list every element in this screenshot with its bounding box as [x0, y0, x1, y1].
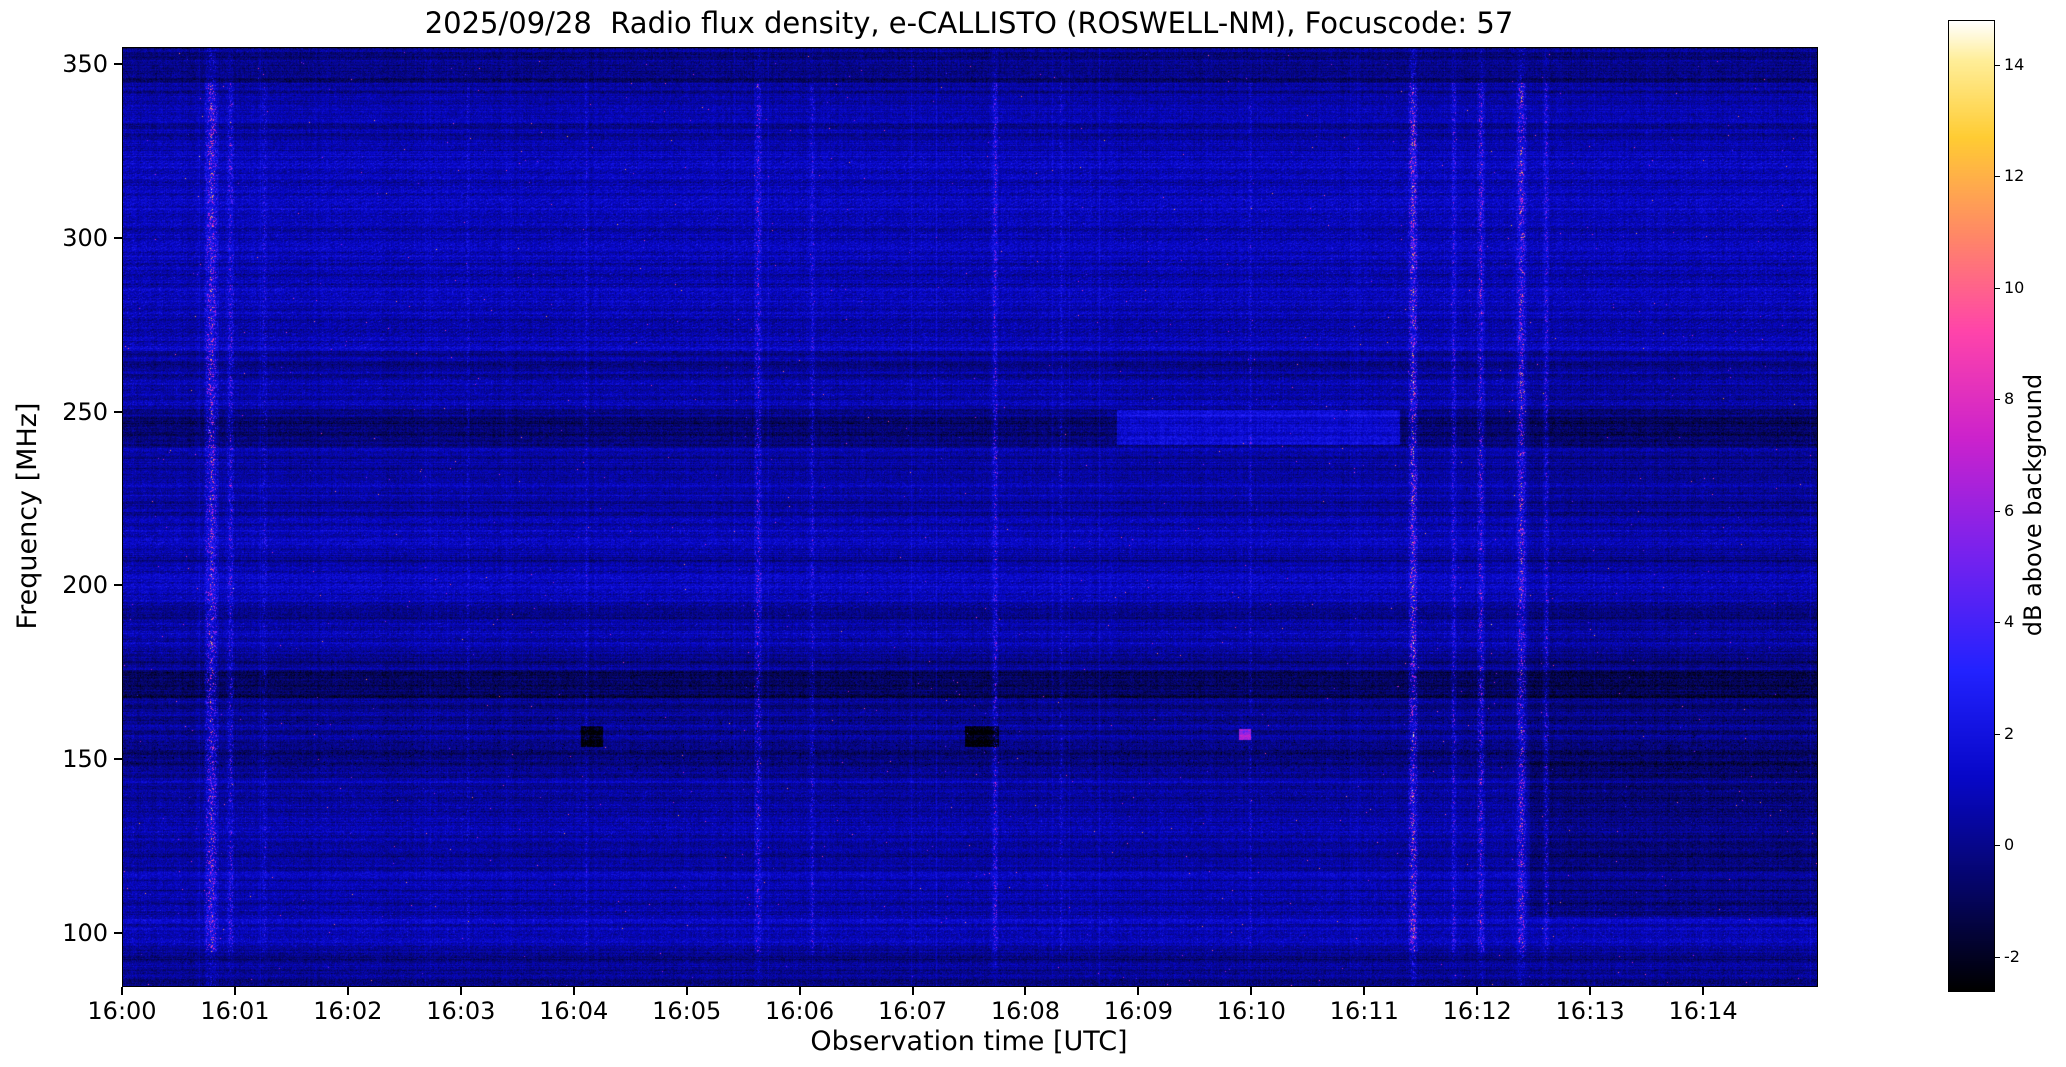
colorbar-tick-mark	[1994, 64, 2000, 66]
y-tick-mark	[114, 931, 122, 934]
x-tick-label: 16:07	[877, 997, 948, 1025]
colorbar-canvas	[1949, 21, 1994, 991]
x-tick-mark	[346, 987, 349, 995]
x-tick-mark	[1024, 987, 1027, 995]
x-tick-mark	[1702, 987, 1705, 995]
x-tick-mark	[1363, 987, 1366, 995]
y-tick-label: 250	[62, 397, 108, 426]
x-tick-label: 16:13	[1555, 997, 1625, 1025]
x-tick-label: 16:02	[313, 997, 383, 1025]
x-tick-label: 16:04	[539, 997, 609, 1025]
colorbar-tick-mark	[1994, 845, 2000, 847]
colorbar-tick-mark	[1994, 399, 2000, 401]
colorbar-tick-label: -2	[2004, 946, 2020, 966]
x-tick-mark	[1476, 987, 1479, 995]
x-tick-mark	[459, 987, 462, 995]
colorbar-tick-mark	[1994, 956, 2000, 958]
x-tick-mark	[121, 987, 123, 995]
x-tick-label: 16:01	[200, 997, 270, 1025]
x-tick-label: 16:09	[1103, 997, 1173, 1025]
colorbar-tick-mark	[1994, 176, 2000, 178]
x-tick-label: 16:06	[765, 997, 835, 1025]
y-axis-label: Frequency [MHz]	[12, 402, 43, 630]
x-tick-mark	[1589, 987, 1592, 995]
colorbar-tick-mark	[1994, 622, 2000, 624]
x-tick-label: 16:12	[1442, 997, 1512, 1025]
x-tick-label: 16:05	[652, 997, 722, 1025]
colorbar-tick-label: 14	[2004, 54, 2025, 74]
y-tick-label: 350	[62, 50, 108, 79]
colorbar-tick-label: 12	[2004, 166, 2025, 186]
colorbar-tick-label: 6	[2004, 500, 2015, 520]
x-tick-label: 16:08	[990, 997, 1061, 1025]
x-tick-label: 16:14	[1668, 997, 1738, 1025]
x-tick-label: 16:00	[87, 997, 157, 1025]
colorbar-tick-label: 8	[2004, 389, 2015, 409]
x-tick-mark	[1137, 987, 1140, 995]
y-tick-mark	[114, 758, 122, 761]
colorbar-tick-mark	[1994, 510, 2000, 512]
x-tick-label: 16:03	[426, 997, 496, 1025]
y-tick-mark	[114, 63, 122, 66]
x-tick-mark	[685, 987, 688, 995]
colorbar	[1948, 20, 1995, 992]
colorbar-label: dB above background	[2019, 373, 2047, 637]
x-axis-label: Observation time [UTC]	[810, 1026, 1128, 1057]
x-tick-mark	[572, 987, 575, 995]
y-tick-mark	[114, 410, 122, 413]
colorbar-tick-label: 2	[2004, 723, 2015, 743]
colorbar-tick-label: 4	[2004, 612, 2015, 632]
x-tick-label: 16:11	[1329, 997, 1399, 1025]
y-tick-label: 200	[62, 571, 108, 600]
y-tick-mark	[114, 237, 122, 240]
y-tick-label: 300	[62, 224, 108, 253]
x-tick-mark	[911, 987, 914, 995]
colorbar-tick-mark	[1994, 287, 2000, 289]
chart-title: 2025/09/28 Radio flux density, e-CALLIST…	[424, 6, 1514, 40]
x-tick-mark	[233, 987, 236, 995]
x-tick-mark	[1250, 987, 1253, 995]
x-tick-mark	[798, 987, 801, 995]
spectrogram-plot-area	[122, 47, 1818, 987]
y-tick-label: 150	[62, 745, 108, 774]
colorbar-tick-mark	[1994, 733, 2000, 735]
spectrogram-canvas	[123, 48, 1817, 986]
y-tick-mark	[114, 584, 122, 587]
x-tick-label: 16:10	[1216, 997, 1286, 1025]
colorbar-tick-label: 0	[2004, 835, 2015, 855]
y-tick-label: 100	[62, 918, 108, 947]
colorbar-tick-label: 10	[2004, 277, 2025, 297]
